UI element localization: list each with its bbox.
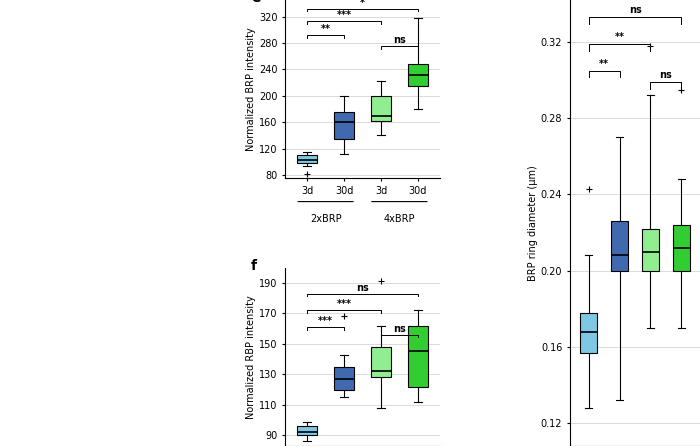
Text: 2xBRP: 2xBRP xyxy=(310,214,342,224)
Text: 4xBRP: 4xBRP xyxy=(384,214,415,224)
Text: 30d: 30d xyxy=(6,169,24,179)
Text: **: ** xyxy=(615,32,624,42)
Text: 3d: 3d xyxy=(6,281,18,290)
Text: ns: ns xyxy=(659,70,672,80)
Text: d: d xyxy=(6,339,15,353)
Bar xyxy=(371,347,391,377)
Text: 4xBRP: 4xBRP xyxy=(527,230,556,239)
Text: f: f xyxy=(251,259,257,273)
Text: b: b xyxy=(6,116,15,130)
Text: ns: ns xyxy=(393,35,406,45)
Text: j: j xyxy=(508,227,512,241)
Text: **: ** xyxy=(321,24,330,34)
Text: ns: ns xyxy=(629,5,641,15)
Bar xyxy=(642,229,659,271)
Text: BRP$^{N-term}$: BRP$^{N-term}$ xyxy=(120,2,171,16)
Text: 3d: 3d xyxy=(445,75,458,85)
Bar xyxy=(407,326,428,387)
Text: 3d: 3d xyxy=(6,58,18,67)
Text: 30d: 30d xyxy=(6,392,24,402)
Bar xyxy=(371,96,391,121)
Text: ***: *** xyxy=(337,10,351,21)
Bar xyxy=(407,64,428,86)
Text: 3d: 3d xyxy=(445,298,458,308)
Text: 4xBRP: 4xBRP xyxy=(462,230,491,239)
Y-axis label: BRP ring diameter (μm): BRP ring diameter (μm) xyxy=(528,165,538,281)
Text: *: * xyxy=(360,0,365,8)
Text: g: g xyxy=(442,4,452,18)
Bar xyxy=(611,221,628,271)
Text: 2xBRP: 2xBRP xyxy=(527,7,556,16)
Text: e: e xyxy=(251,0,260,5)
Bar xyxy=(334,112,354,139)
Bar xyxy=(580,313,597,353)
Text: ***: *** xyxy=(318,316,333,326)
Text: a: a xyxy=(6,4,15,18)
Bar xyxy=(297,426,317,435)
Text: BRP$^{Nc82}$: BRP$^{Nc82}$ xyxy=(32,2,71,16)
Y-axis label: Normalized BRP intensity: Normalized BRP intensity xyxy=(246,27,256,151)
Bar xyxy=(334,367,354,390)
Bar xyxy=(297,155,317,163)
Bar xyxy=(673,225,690,271)
Text: c: c xyxy=(6,227,14,241)
Text: 30d: 30d xyxy=(510,75,528,85)
Text: 30d: 30d xyxy=(510,298,528,308)
Text: i: i xyxy=(442,227,447,241)
Text: RBP$^{C-term}$: RBP$^{C-term}$ xyxy=(209,2,259,16)
Text: ns: ns xyxy=(393,324,406,334)
Text: ns: ns xyxy=(356,283,369,293)
Text: h: h xyxy=(508,4,517,18)
Text: ***: *** xyxy=(337,300,351,310)
Text: 2xBRP: 2xBRP xyxy=(462,7,491,16)
Text: **: ** xyxy=(599,58,609,69)
Y-axis label: Normalized RBP intensity: Normalized RBP intensity xyxy=(246,295,256,419)
